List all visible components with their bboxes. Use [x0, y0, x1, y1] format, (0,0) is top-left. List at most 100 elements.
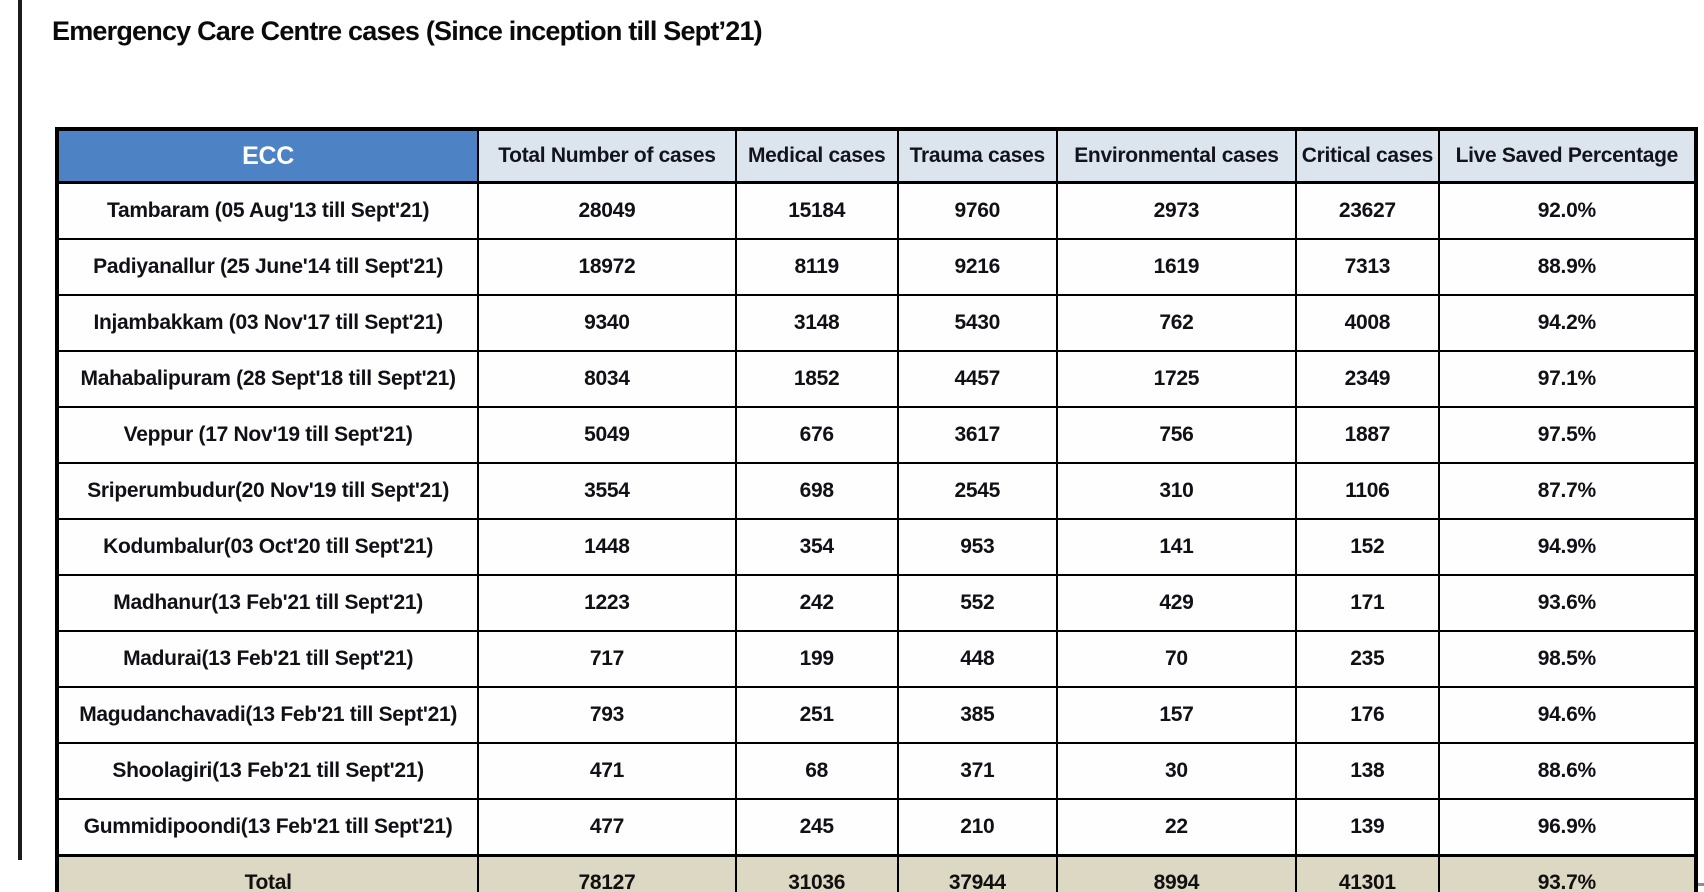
value-cell: 429: [1055, 574, 1298, 632]
value-cell: 23627: [1295, 181, 1440, 240]
value-cell: 251: [734, 686, 899, 744]
value-cell: 245: [734, 798, 899, 857]
value-cell: 138: [1295, 742, 1440, 800]
header-row: ECC Total Number of cases Medical cases …: [55, 128, 1698, 184]
value-cell: 88.9%: [1437, 238, 1698, 296]
total-value-cell: 41301: [1295, 854, 1440, 892]
value-cell: 4457: [896, 350, 1058, 408]
value-cell: 15184: [734, 181, 899, 240]
table-row: Tambaram (05 Aug'13 till Sept'21) 28049 15…: [55, 181, 1698, 240]
value-cell: 448: [896, 630, 1058, 688]
ecc-label-cell: Sriperumbudur(20 Nov'19 till Sept'21): [55, 462, 480, 520]
value-cell: 3148: [734, 294, 899, 352]
value-cell: 141: [1055, 518, 1298, 576]
table-row: Magudanchavadi(13 Feb'21 till Sept'21) 79…: [55, 686, 1698, 744]
value-cell: 171: [1295, 574, 1440, 632]
value-cell: 471: [477, 742, 737, 800]
value-cell: 477: [477, 798, 737, 857]
value-cell: 9760: [896, 181, 1058, 240]
value-cell: 97.1%: [1437, 350, 1698, 408]
value-cell: 242: [734, 574, 899, 632]
value-cell: 1852: [734, 350, 899, 408]
value-cell: 94.6%: [1437, 686, 1698, 744]
ecc-label-cell: Gummidipoondi(13 Feb'21 till Sept'21): [55, 798, 480, 857]
total-label-cell: Total: [55, 854, 480, 892]
table-row: Mahabalipuram (28 Sept'18 till Sept'21) 8…: [55, 350, 1698, 408]
ecc-label-cell: Injambakkam (03 Nov'17 till Sept'21): [55, 294, 480, 352]
value-cell: 22: [1055, 798, 1298, 857]
page-title: Emergency Care Centre cases (Since incep…: [52, 16, 763, 46]
value-cell: 717: [477, 630, 737, 688]
ecc-label-cell: Veppur (17 Nov'19 till Sept'21): [55, 406, 480, 464]
ecc-cases-table-container: ECC Total Number of cases Medical cases …: [55, 127, 1698, 892]
table-body: Tambaram (05 Aug'13 till Sept'21) 28049 15…: [55, 181, 1698, 857]
value-cell: 7313: [1295, 238, 1440, 296]
column-header-environmental-cases: Environmental cases: [1055, 128, 1298, 184]
value-cell: 139: [1295, 798, 1440, 857]
value-cell: 235: [1295, 630, 1440, 688]
value-cell: 354: [734, 518, 899, 576]
value-cell: 176: [1295, 686, 1440, 744]
ecc-label-cell: Shoolagiri(13 Feb'21 till Sept'21): [55, 742, 480, 800]
value-cell: 1223: [477, 574, 737, 632]
value-cell: 762: [1055, 294, 1298, 352]
value-cell: 152: [1295, 518, 1440, 576]
value-cell: 953: [896, 518, 1058, 576]
value-cell: 698: [734, 462, 899, 520]
ecc-label-cell: Magudanchavadi(13 Feb'21 till Sept'21): [55, 686, 480, 744]
ecc-label-cell: Padiyanallur (25 June'14 till Sept'21): [55, 238, 480, 296]
value-cell: 210: [896, 798, 1058, 857]
column-header-medical-cases: Medical cases: [734, 128, 899, 184]
table-row: Madurai(13 Feb'21 till Sept'21) 717 199 448…: [55, 630, 1698, 688]
value-cell: 8119: [734, 238, 899, 296]
total-value-cell: 37944: [896, 854, 1058, 892]
left-edge-rule: [18, 0, 22, 860]
value-cell: 5430: [896, 294, 1058, 352]
value-cell: 98.5%: [1437, 630, 1698, 688]
ecc-cases-table: ECC Total Number of cases Medical cases …: [55, 127, 1698, 892]
ecc-label-cell: Madurai(13 Feb'21 till Sept'21): [55, 630, 480, 688]
value-cell: 87.7%: [1437, 462, 1698, 520]
value-cell: 18972: [477, 238, 737, 296]
value-cell: 9340: [477, 294, 737, 352]
value-cell: 676: [734, 406, 899, 464]
value-cell: 793: [477, 686, 737, 744]
value-cell: 9216: [896, 238, 1058, 296]
ecc-label-cell: Madhanur(13 Feb'21 till Sept'21): [55, 574, 480, 632]
total-value-cell: 8994: [1055, 854, 1298, 892]
table-row: Sriperumbudur(20 Nov'19 till Sept'21) 355…: [55, 462, 1698, 520]
value-cell: 756: [1055, 406, 1298, 464]
ecc-label-cell: Mahabalipuram (28 Sept'18 till Sept'21): [55, 350, 480, 408]
table-row: Padiyanallur (25 June'14 till Sept'21) 18…: [55, 238, 1698, 296]
value-cell: 1887: [1295, 406, 1440, 464]
column-header-live-saved-pct: Live Saved Percentage: [1437, 128, 1698, 184]
column-header-trauma-cases: Trauma cases: [896, 128, 1058, 184]
value-cell: 371: [896, 742, 1058, 800]
total-value-cell: 31036: [734, 854, 899, 892]
value-cell: 94.9%: [1437, 518, 1698, 576]
value-cell: 5049: [477, 406, 737, 464]
value-cell: 3554: [477, 462, 737, 520]
value-cell: 1448: [477, 518, 737, 576]
column-header-ecc: ECC: [55, 128, 480, 184]
total-value-cell: 78127: [477, 854, 737, 892]
table-row: Veppur (17 Nov'19 till Sept'21) 5049 676 36…: [55, 406, 1698, 464]
column-header-critical-cases: Critical cases: [1295, 128, 1440, 184]
value-cell: 96.9%: [1437, 798, 1698, 857]
value-cell: 93.6%: [1437, 574, 1698, 632]
value-cell: 2973: [1055, 181, 1298, 240]
value-cell: 157: [1055, 686, 1298, 744]
value-cell: 4008: [1295, 294, 1440, 352]
table-row: Madhanur(13 Feb'21 till Sept'21) 1223 242 5…: [55, 574, 1698, 632]
value-cell: 3617: [896, 406, 1058, 464]
value-cell: 97.5%: [1437, 406, 1698, 464]
total-row: Total 78127 31036 37944 8994 41301 93.7%: [55, 854, 1698, 892]
value-cell: 1725: [1055, 350, 1298, 408]
value-cell: 28049: [477, 181, 737, 240]
value-cell: 94.2%: [1437, 294, 1698, 352]
table-row: Kodumbalur(03 Oct'20 till Sept'21) 1448 35…: [55, 518, 1698, 576]
table-row: Gummidipoondi(13 Feb'21 till Sept'21) 477…: [55, 798, 1698, 857]
value-cell: 30: [1055, 742, 1298, 800]
table-row: Shoolagiri(13 Feb'21 till Sept'21) 471 68 3…: [55, 742, 1698, 800]
